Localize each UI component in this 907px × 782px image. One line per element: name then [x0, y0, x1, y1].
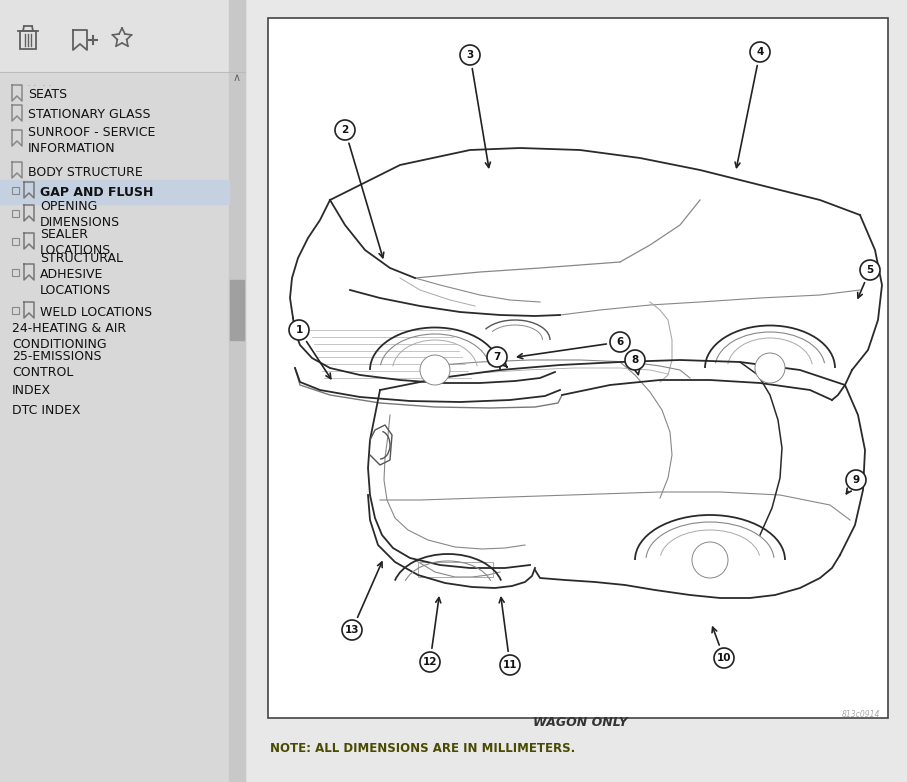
Circle shape: [420, 652, 440, 672]
Bar: [20, 31, 36, 49]
Text: 7: 7: [493, 352, 501, 362]
Bar: [12, 210, 19, 217]
Bar: [0, 0, 245, 782]
Text: 2: 2: [341, 125, 348, 135]
Text: 13: 13: [345, 625, 359, 635]
Text: 4: 4: [756, 47, 764, 57]
Circle shape: [342, 620, 362, 640]
Circle shape: [714, 648, 734, 668]
Text: DTC INDEX: DTC INDEX: [12, 404, 81, 417]
Text: SEATS: SEATS: [28, 88, 67, 102]
Text: 11: 11: [502, 660, 517, 670]
Circle shape: [755, 353, 785, 383]
Text: GAP AND FLUSH: GAP AND FLUSH: [40, 185, 153, 199]
Text: INDEX: INDEX: [12, 383, 51, 396]
Text: 5: 5: [866, 265, 873, 275]
Text: STRUCTURAL
ADHESIVE
LOCATIONS: STRUCTURAL ADHESIVE LOCATIONS: [40, 252, 123, 296]
Text: OPENING
DIMENSIONS: OPENING DIMENSIONS: [40, 200, 120, 229]
Bar: [12, 269, 19, 276]
Circle shape: [500, 655, 520, 675]
Bar: [12, 238, 19, 245]
Circle shape: [487, 347, 507, 367]
Text: 25-EMISSIONS
CONTROL: 25-EMISSIONS CONTROL: [12, 350, 102, 379]
Text: SUNROOF - SERVICE
INFORMATION: SUNROOF - SERVICE INFORMATION: [28, 125, 155, 155]
Circle shape: [420, 355, 450, 385]
Text: 1: 1: [296, 325, 303, 335]
Circle shape: [610, 332, 630, 352]
Bar: [230, 280, 244, 340]
Bar: [229, 0, 245, 782]
Text: 10: 10: [717, 653, 731, 663]
Text: 24-HEATING & AIR
CONDITIONING: 24-HEATING & AIR CONDITIONING: [12, 321, 126, 350]
Bar: [12, 187, 19, 194]
Text: BODY STRUCTURE: BODY STRUCTURE: [28, 166, 142, 178]
Circle shape: [860, 260, 880, 280]
Circle shape: [846, 470, 866, 490]
Circle shape: [692, 542, 728, 578]
Circle shape: [625, 350, 645, 370]
Bar: [0, 180, 229, 204]
Text: STATIONARY GLASS: STATIONARY GLASS: [28, 109, 151, 121]
Text: ·  · ·  · ·: · · · · ·: [18, 81, 52, 91]
Text: ∧: ∧: [233, 73, 241, 83]
Text: WELD LOCATIONS: WELD LOCATIONS: [40, 306, 152, 318]
Text: SEALER
LOCATIONS: SEALER LOCATIONS: [40, 228, 112, 257]
Bar: [418, 562, 493, 577]
Text: 8: 8: [631, 355, 639, 365]
Text: 813c0914: 813c0914: [842, 710, 880, 719]
Bar: [0, 0, 245, 72]
Circle shape: [289, 320, 309, 340]
Circle shape: [335, 120, 355, 140]
Bar: [12, 307, 19, 314]
Text: 6: 6: [617, 337, 624, 347]
Circle shape: [460, 45, 480, 65]
Bar: [268, 18, 888, 718]
Circle shape: [750, 42, 770, 62]
Text: WAGON ONLY: WAGON ONLY: [532, 716, 628, 730]
Text: 3: 3: [466, 50, 473, 60]
Text: NOTE: ALL DIMENSIONS ARE IN MILLIMETERS.: NOTE: ALL DIMENSIONS ARE IN MILLIMETERS.: [270, 741, 575, 755]
Text: 9: 9: [853, 475, 860, 485]
Text: 12: 12: [423, 657, 437, 667]
